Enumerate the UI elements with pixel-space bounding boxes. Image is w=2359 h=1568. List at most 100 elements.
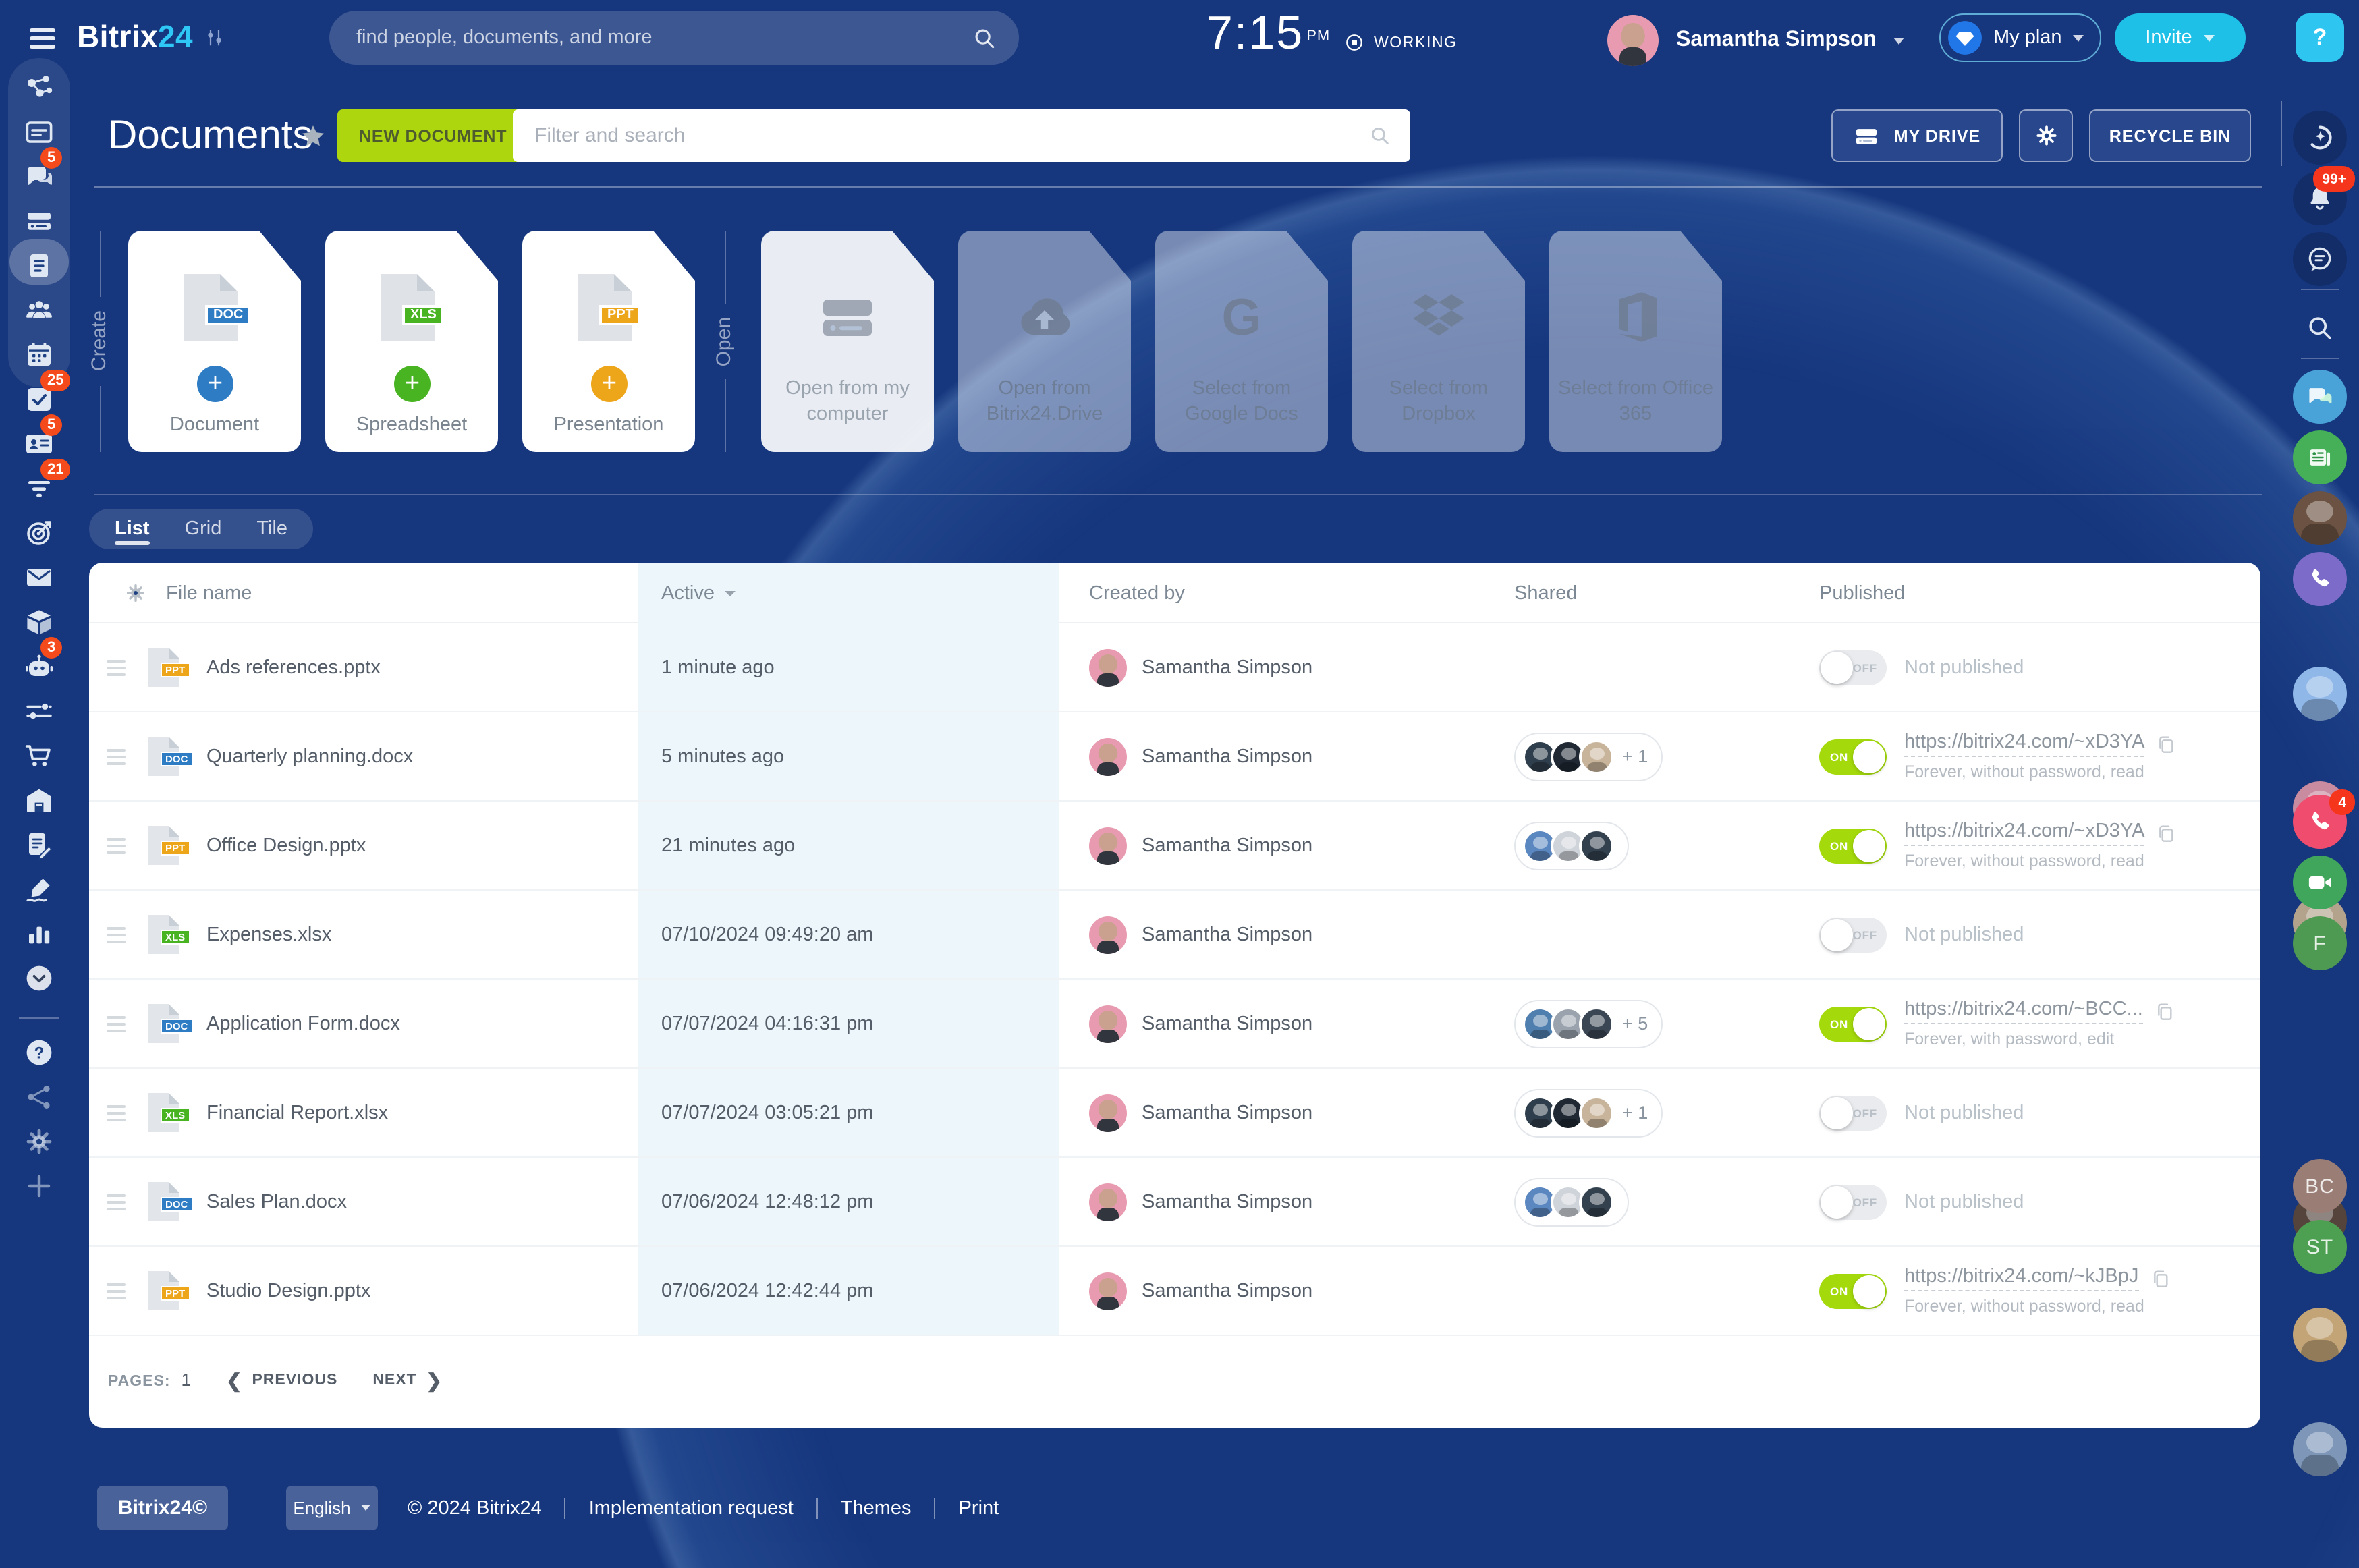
table-row[interactable]: XLS Expenses.xlsx 07/10/2024 09:49:20 am Sa… [89,891,2260,980]
tab-grid[interactable]: Grid [184,518,222,540]
sidebar-cart-icon[interactable] [0,735,78,776]
sidebar-share-icon[interactable] [0,1077,78,1117]
sidebar-help-circle-icon[interactable]: ? [0,1032,78,1073]
file-name[interactable]: Expenses.xlsx [206,924,332,945]
file-name[interactable]: Studio Design.pptx [206,1280,371,1301]
drag-handle-icon[interactable] [107,1104,126,1121]
logo-settings-icon[interactable] [202,26,227,50]
sidebar-funnel-icon[interactable]: 21 [0,459,78,509]
bell-icon[interactable]: 99+ [2293,166,2355,225]
avatar[interactable]: F [2293,916,2347,970]
drag-handle-icon[interactable] [107,659,126,675]
sidebar-mail-icon[interactable] [0,557,78,598]
search-icon[interactable] [2293,301,2347,355]
sidebar-contract-icon[interactable] [0,824,78,865]
column-published[interactable]: Published [1819,582,1906,604]
public-link[interactable]: https://bitrix24.com/~xD3YA [1904,821,2145,846]
favorite-star-icon[interactable] [300,123,327,150]
file-name[interactable]: Application Form.docx [206,1013,400,1034]
sidebar-ai-bot-icon[interactable]: 3 [0,637,78,687]
sidebar-documents-icon[interactable] [0,239,78,286]
open-card[interactable]: G Select from Google Docs [1155,231,1328,452]
footer-brand-button[interactable]: Bitrix24© [97,1486,228,1530]
previous-page-button[interactable]: ❮ PREVIOUS [225,1369,338,1391]
file-name[interactable]: Ads references.pptx [206,656,381,678]
publish-toggle-off[interactable]: OFF [1819,650,1887,685]
shared-users[interactable] [1514,1177,1629,1226]
file-name[interactable]: Financial Report.xlsx [206,1102,389,1123]
sidebar-sign-icon[interactable] [0,869,78,909]
publish-toggle-on[interactable]: ON [1819,828,1887,863]
clock[interactable]: 7:15 PM [1206,7,1331,59]
sidebar-calendar-icon[interactable] [0,335,78,375]
drag-handle-icon[interactable] [107,926,126,943]
global-search-input[interactable]: find people, documents, and more [329,11,1019,65]
open-card[interactable]: Select from Office 365 [1549,231,1722,452]
table-row[interactable]: XLS Financial Report.xlsx 07/07/2024 03:05… [89,1069,2260,1158]
publish-toggle-on[interactable]: ON [1819,1273,1887,1308]
sidebar-groups-icon[interactable] [0,290,78,331]
created-by[interactable]: Samantha Simpson [1142,1102,1313,1123]
publish-toggle-on[interactable]: ON [1819,1006,1887,1041]
chat-history-icon[interactable] [2293,232,2347,286]
table-row[interactable]: DOC Sales Plan.docx 07/06/2024 12:48:12 pm… [89,1158,2260,1247]
brand-logo[interactable]: Bitrix24 [77,19,193,54]
sidebar-store-icon[interactable] [0,780,78,820]
shared-users[interactable]: + 5 [1514,999,1663,1048]
publish-toggle-off[interactable]: OFF [1819,917,1887,952]
sidebar-drive-icon[interactable] [0,201,78,242]
shared-users[interactable]: + 1 [1514,732,1663,781]
column-shared[interactable]: Shared [1514,582,1578,604]
avatar-photo[interactable] [2293,1308,2347,1362]
drag-handle-icon[interactable] [107,1015,126,1032]
create-presentation-card[interactable]: PPT + Presentation [522,231,695,452]
drag-handle-icon[interactable] [107,748,126,764]
next-page-button[interactable]: NEXT ❯ [372,1369,443,1391]
created-by[interactable]: Samantha Simpson [1142,1191,1313,1212]
file-name[interactable]: Office Design.pptx [206,835,366,856]
avatar-photo[interactable] [2293,1422,2347,1476]
open-card[interactable]: Open from Bitrix24.Drive [958,231,1131,452]
drag-handle-icon[interactable] [107,1194,126,1210]
avatar[interactable]: BC [2293,1159,2347,1213]
my-drive-button[interactable]: MY DRIVE [1831,109,2003,162]
created-by[interactable]: Samantha Simpson [1142,656,1313,678]
menu-icon[interactable] [30,28,55,49]
sidebar-tasks-icon[interactable]: 25 [0,370,78,420]
copy-icon[interactable] [2154,1001,2175,1022]
sidebar-messenger-icon[interactable]: 5 [0,147,78,197]
filter-search-input[interactable]: Filter and search [513,109,1410,162]
user-menu[interactable]: Samantha Simpson [1607,15,1905,66]
avatar-illustration[interactable] [2293,667,2347,721]
table-settings-icon[interactable] [124,582,147,605]
help-button[interactable]: ? [2296,13,2344,62]
my-plan-button[interactable]: My plan [1939,13,2101,62]
public-link[interactable]: https://bitrix24.com/~xD3YA [1904,732,2145,757]
drag-handle-icon[interactable] [107,837,126,853]
avatar[interactable]: ST [2293,1220,2347,1274]
column-active[interactable]: Active [638,563,1059,623]
create-spreadsheet-card[interactable]: XLS + Spreadsheet [325,231,498,452]
sidebar-automation-icon[interactable] [0,691,78,731]
sidebar-collapse-icon[interactable] [0,958,78,999]
footer-link[interactable]: Themes [840,1497,912,1519]
file-name[interactable]: Sales Plan.docx [206,1191,347,1212]
copy-icon[interactable] [2155,822,2177,844]
column-created-by[interactable]: Created by [1089,582,1185,604]
tab-tile[interactable]: Tile [256,518,288,540]
sidebar-inventory-icon[interactable] [0,602,78,642]
drag-handle-icon[interactable] [107,1283,126,1299]
shared-users[interactable] [1514,821,1629,870]
footer-link[interactable]: Implementation request [588,1497,794,1519]
publish-toggle-off[interactable]: OFF [1819,1184,1887,1219]
avatar-photo[interactable] [2293,491,2347,545]
work-status[interactable]: WORKING [1344,32,1458,53]
table-row[interactable]: PPT Office Design.pptx 21 minutes ago Saman… [89,802,2260,891]
created-by[interactable]: Samantha Simpson [1142,924,1313,945]
recycle-bin-button[interactable]: RECYCLE BIN [2089,109,2251,162]
sidebar-plus-icon[interactable] [0,1166,78,1206]
sidebar-crm-icon[interactable]: 5 [0,414,78,464]
invite-button[interactable]: Invite [2115,13,2246,62]
page-number[interactable]: 1 [181,1370,191,1390]
open-card[interactable]: Select from Dropbox [1352,231,1525,452]
